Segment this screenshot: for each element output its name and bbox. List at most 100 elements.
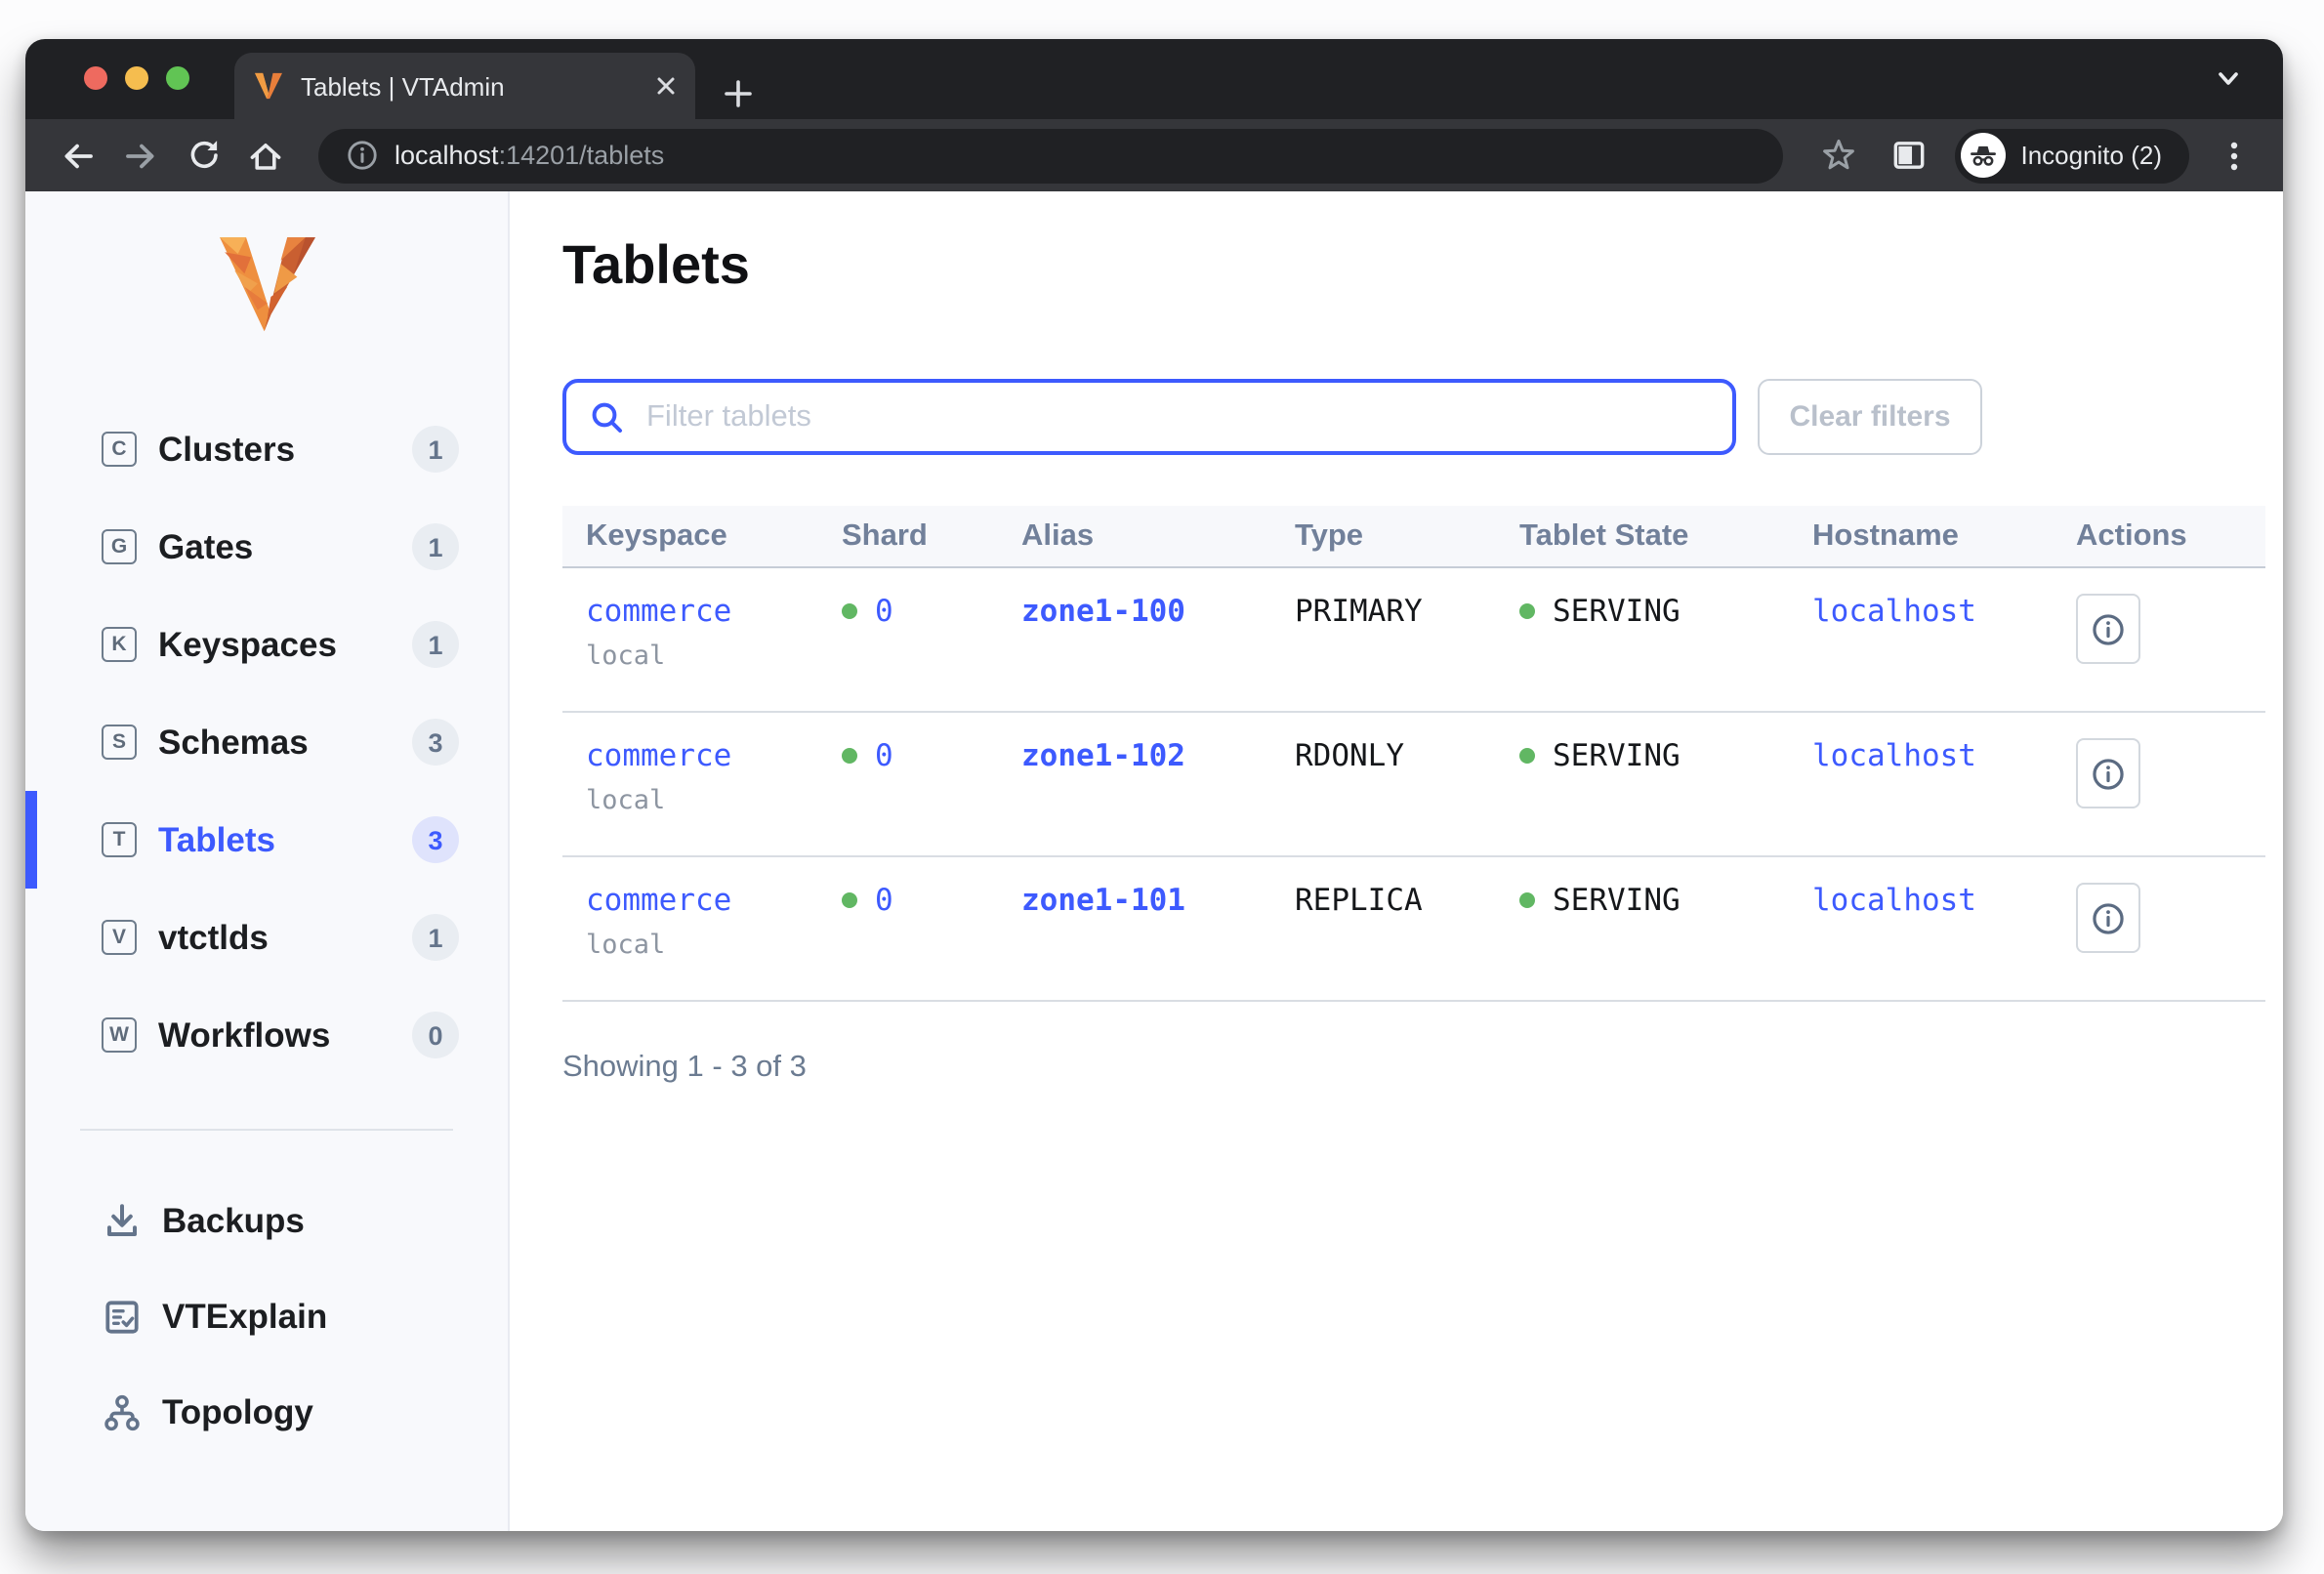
table-row: commerce local 0 zone1-102 RDONLY SERVING… — [562, 713, 2265, 857]
sidebar-item-tablets[interactable]: T Tablets 3 — [25, 791, 508, 889]
clusters-letter-icon: C — [102, 432, 137, 467]
close-window-button[interactable] — [84, 66, 107, 90]
sidebar-item-topology[interactable]: Topology — [25, 1365, 508, 1461]
incognito-icon — [1960, 133, 2006, 178]
shard-link[interactable]: 0 — [875, 594, 893, 629]
sidebar-divider — [80, 1129, 453, 1131]
hostname-link[interactable]: localhost — [1812, 594, 1976, 629]
count-badge: 3 — [412, 719, 459, 766]
sidebar: C Clusters 1 G Gates 1 K Keyspaces 1 — [25, 191, 510, 1531]
cluster-label: local — [586, 785, 666, 816]
count-badge: 1 — [412, 914, 459, 961]
vitess-favicon — [254, 72, 283, 100]
side-panel-icon[interactable] — [1884, 130, 1934, 181]
tablet-state: SERVING — [1553, 594, 1681, 629]
serving-status-dot — [1519, 603, 1535, 619]
shard-status-dot — [842, 892, 857, 908]
vtctlds-letter-icon: V — [102, 920, 137, 955]
gates-letter-icon: G — [102, 529, 137, 564]
table-row: commerce local 0 zone1-100 PRIMARY SERVIN… — [562, 568, 2265, 713]
sidebar-item-keyspaces[interactable]: K Keyspaces 1 — [25, 596, 508, 693]
keyspace-link[interactable]: commerce — [586, 594, 732, 629]
sidebar-item-gates[interactable]: G Gates 1 — [25, 498, 508, 596]
count-badge: 1 — [412, 426, 459, 473]
sidebar-item-vtexplain[interactable]: VTExplain — [25, 1269, 508, 1365]
forward-button[interactable] — [115, 130, 166, 181]
tablet-state: SERVING — [1553, 883, 1681, 918]
hostname-link[interactable]: localhost — [1812, 738, 1976, 773]
count-badge: 1 — [412, 621, 459, 668]
tablets-table: Keyspace Shard Alias Type Tablet State H… — [562, 506, 2265, 1002]
hostname-link[interactable]: localhost — [1812, 883, 1976, 918]
sidebar-item-vtctlds[interactable]: V vtctlds 1 — [25, 889, 508, 986]
page-title: Tablets — [562, 234, 750, 295]
site-info-icon[interactable] — [346, 139, 379, 172]
count-badge: 3 — [412, 816, 459, 863]
cluster-label: local — [586, 641, 666, 672]
table-row: commerce local 0 zone1-101 REPLICA SERVIN… — [562, 857, 2265, 1002]
topology-icon — [102, 1392, 143, 1433]
maximize-window-button[interactable] — [166, 66, 189, 90]
incognito-badge[interactable]: Incognito (2) — [1954, 128, 2189, 183]
home-button[interactable] — [240, 130, 291, 181]
incognito-label: Incognito (2) — [2020, 141, 2162, 170]
keyspaces-letter-icon: K — [102, 627, 137, 662]
filter-input-wrapper — [562, 379, 1736, 455]
clear-filters-button[interactable]: Clear filters — [1758, 379, 1982, 455]
serving-status-dot — [1519, 748, 1535, 764]
main-panel: Tablets Clear filters Keyspace Shard A — [510, 191, 2283, 1531]
count-badge: 0 — [412, 1012, 459, 1058]
row-info-button[interactable] — [2076, 594, 2140, 664]
browser-menu-icon[interactable] — [2209, 130, 2260, 181]
sidebar-item-backups[interactable]: Backups — [25, 1174, 508, 1269]
keyspace-link[interactable]: commerce — [586, 883, 732, 918]
reload-button[interactable] — [178, 130, 228, 181]
tablet-type: REPLICA — [1295, 883, 1423, 918]
sidebar-item-schemas[interactable]: S Schemas 3 — [25, 693, 508, 791]
pagination-summary: Showing 1 - 3 of 3 — [562, 1051, 807, 1084]
tab-strip: Tablets | VTAdmin — [25, 39, 2283, 119]
url-bar[interactable]: localhost:14201/tablets — [318, 128, 1783, 183]
shard-status-dot — [842, 748, 857, 764]
schemas-letter-icon: S — [102, 725, 137, 760]
keyspace-link[interactable]: commerce — [586, 738, 732, 773]
sidebar-item-clusters[interactable]: C Clusters 1 — [25, 400, 508, 498]
bookmark-star-icon[interactable] — [1813, 130, 1864, 181]
explain-document-icon — [102, 1297, 143, 1338]
vitess-logo — [25, 191, 508, 334]
toolbar-right: Incognito (2) — [1813, 128, 2260, 183]
back-button[interactable] — [53, 130, 104, 181]
count-badge: 1 — [412, 523, 459, 570]
tablet-state: SERVING — [1553, 738, 1681, 773]
alias-link[interactable]: zone1-100 — [1021, 594, 1185, 629]
shard-link[interactable]: 0 — [875, 738, 893, 773]
page-content: C Clusters 1 G Gates 1 K Keyspaces 1 — [25, 191, 2283, 1531]
row-info-button[interactable] — [2076, 883, 2140, 953]
tablet-type: RDONLY — [1295, 738, 1404, 773]
cluster-label: local — [586, 930, 666, 961]
tablet-type: PRIMARY — [1295, 594, 1423, 629]
url-text: localhost:14201/tablets — [394, 141, 665, 170]
serving-status-dot — [1519, 892, 1535, 908]
download-icon — [102, 1201, 143, 1242]
tablets-letter-icon: T — [102, 822, 137, 857]
sidebar-nav: C Clusters 1 G Gates 1 K Keyspaces 1 — [25, 400, 508, 1084]
tab-search-chevron-icon[interactable] — [2213, 62, 2244, 94]
sidebar-item-workflows[interactable]: W Workflows 0 — [25, 986, 508, 1084]
browser-tab[interactable]: Tablets | VTAdmin — [234, 53, 695, 119]
alias-link[interactable]: zone1-102 — [1021, 738, 1185, 773]
close-tab-icon[interactable] — [656, 76, 676, 96]
new-tab-button[interactable] — [723, 78, 754, 109]
browser-toolbar: localhost:14201/tablets Incognito (2) — [25, 119, 2283, 191]
alias-link[interactable]: zone1-101 — [1021, 883, 1185, 918]
shard-link[interactable]: 0 — [875, 883, 893, 918]
minimize-window-button[interactable] — [125, 66, 148, 90]
filter-tablets-input[interactable] — [643, 397, 1709, 436]
tab-title: Tablets | VTAdmin — [301, 71, 505, 101]
active-indicator — [25, 791, 37, 889]
row-info-button[interactable] — [2076, 738, 2140, 808]
workflows-letter-icon: W — [102, 1017, 137, 1053]
table-header: Keyspace Shard Alias Type Tablet State H… — [562, 506, 2265, 568]
search-icon — [590, 399, 625, 435]
